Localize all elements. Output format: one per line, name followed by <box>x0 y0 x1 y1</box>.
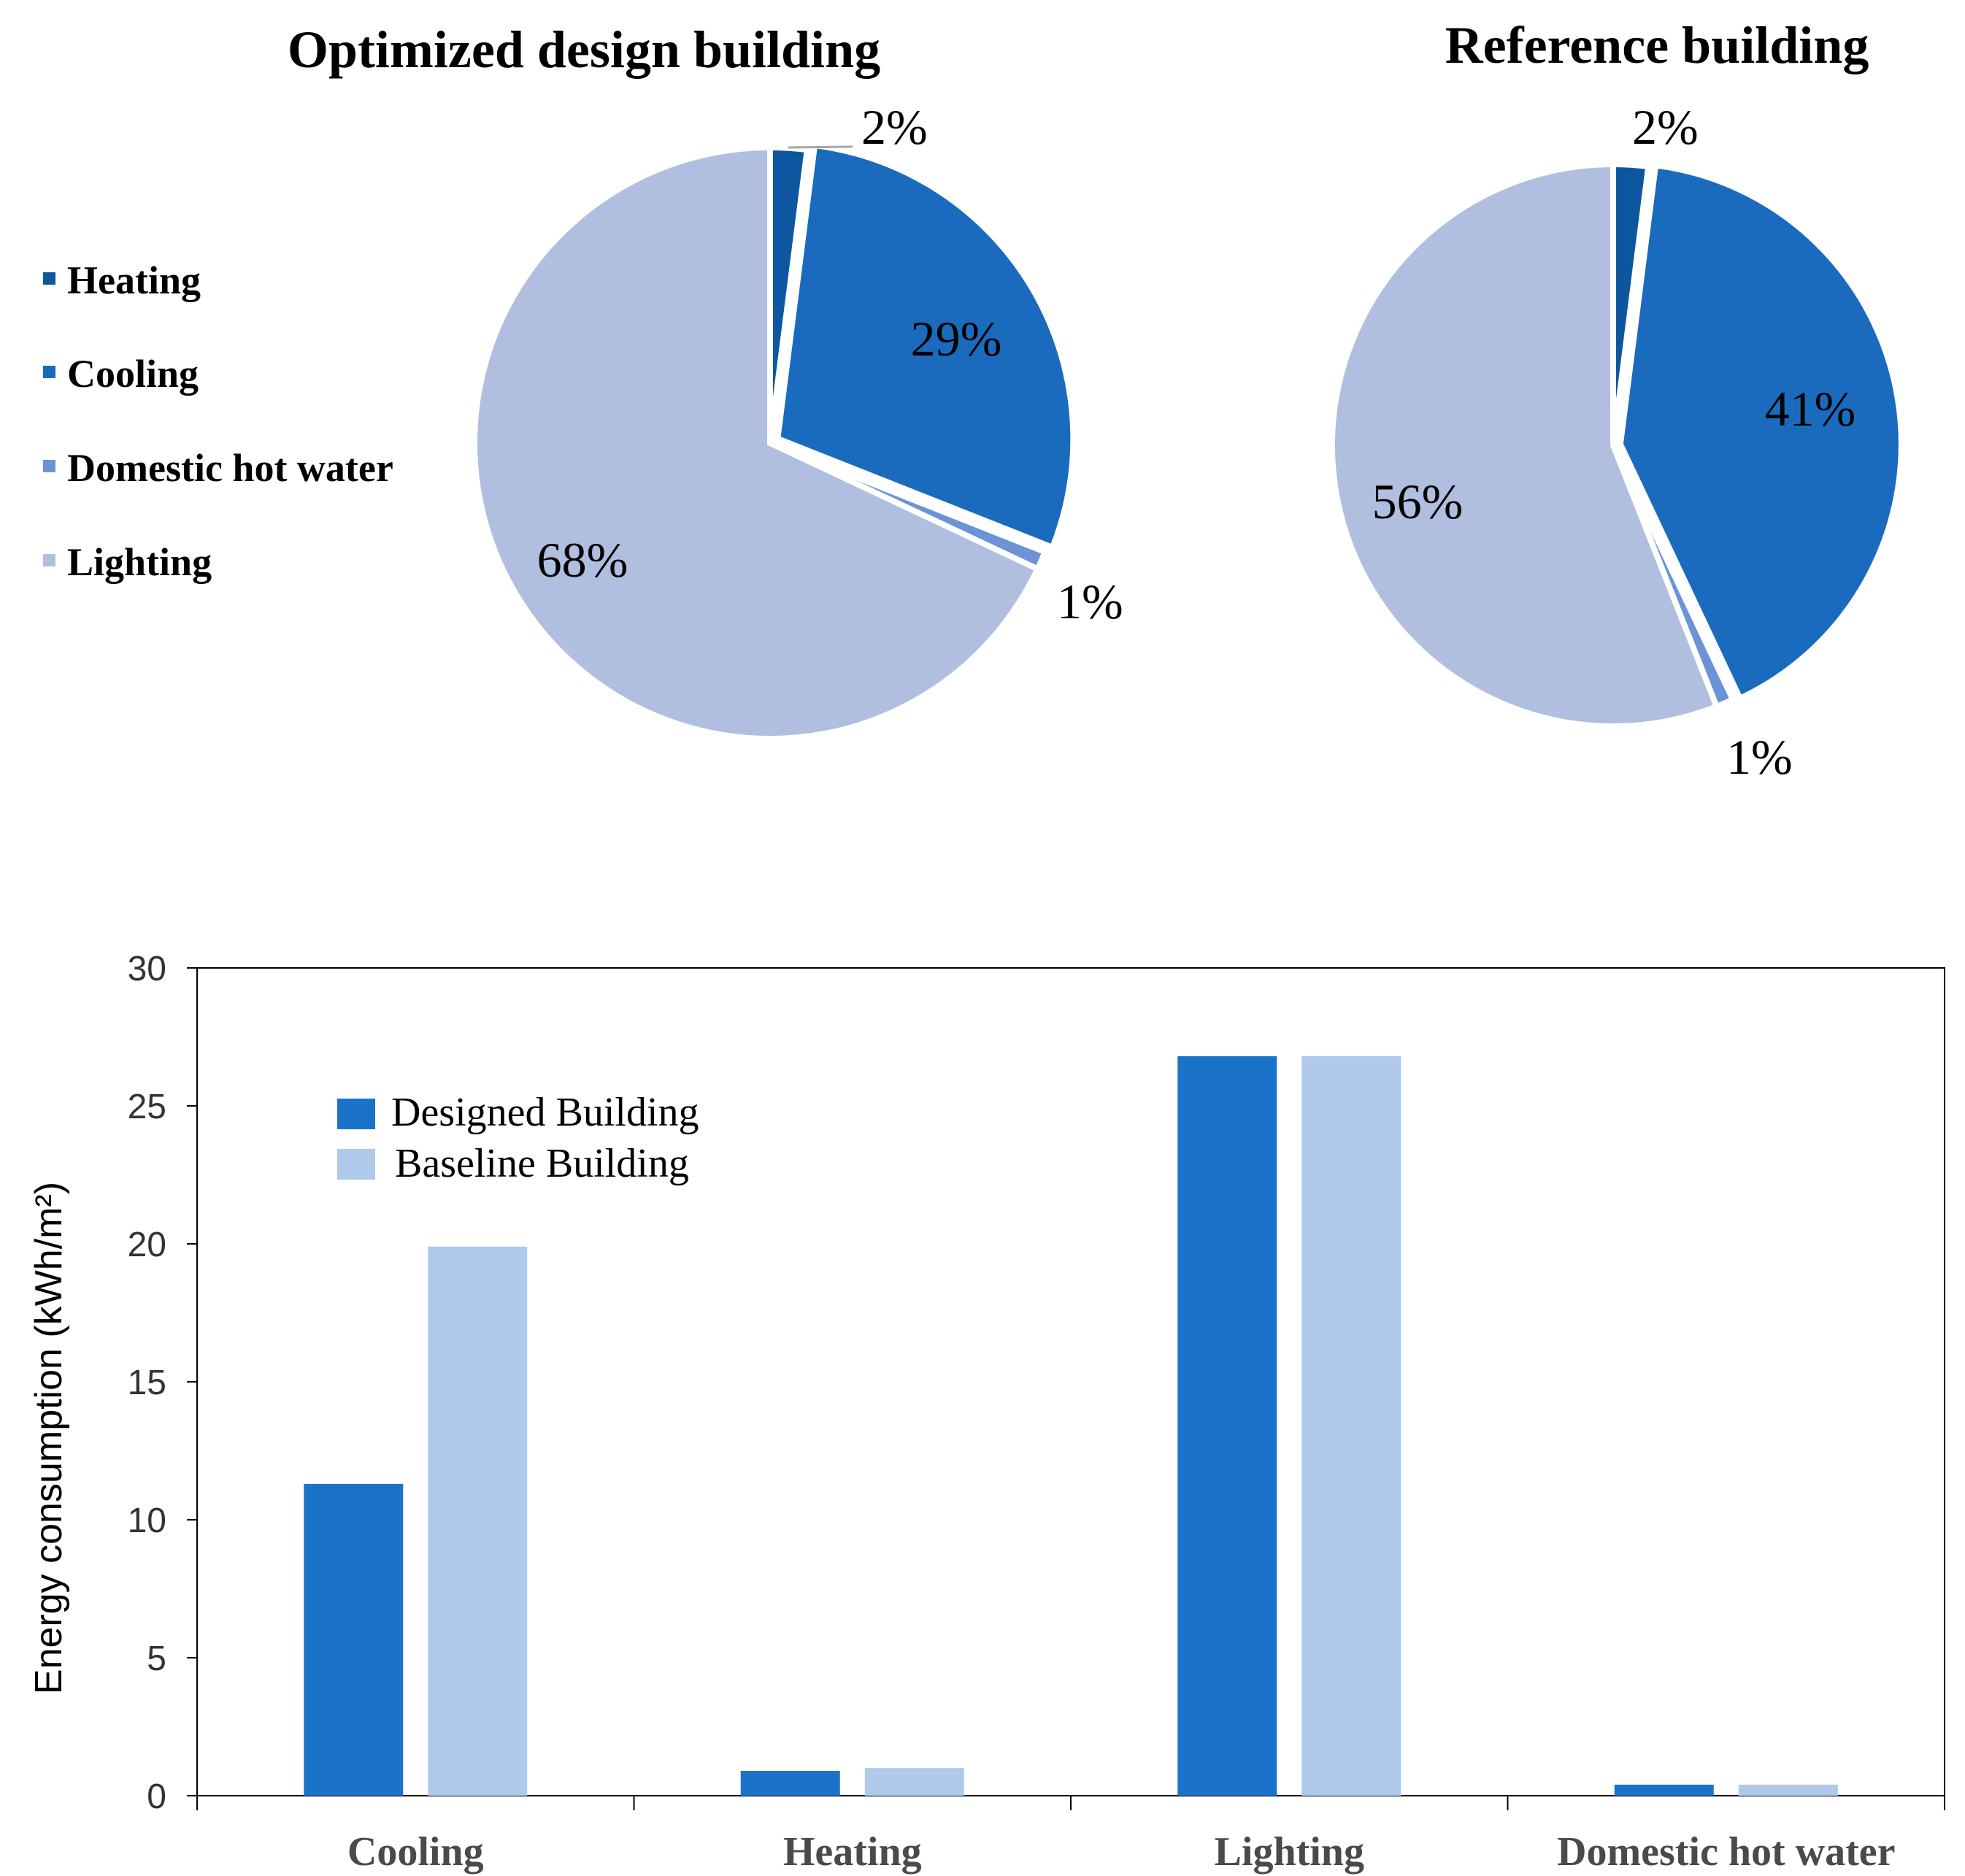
pie-title-reference: Reference building <box>1445 16 1869 74</box>
bar-designed-building-cooling <box>304 1483 404 1796</box>
legend-label-lighting: Lighting <box>67 540 212 584</box>
pie-label-domestic-hot-water: 1% <box>1057 574 1123 629</box>
bar-baseline-building-domestic-hot-water <box>1738 1784 1838 1796</box>
bar-baseline-building-heating <box>864 1768 964 1796</box>
pie-label-heating: 2% <box>861 99 928 155</box>
pie-chart-optimized: Optimized design building 2% 29% 1% 68% <box>288 20 1123 742</box>
bar-chart-axes: 0 5 10 15 20 25 30 <box>128 950 1945 1816</box>
legend-label-domestic-hot-water: Domestic hot water <box>67 446 393 490</box>
x-category-label-domestic-hot-water: Domestic hot water <box>1557 1829 1895 1875</box>
pie-label-heating: 2% <box>1632 99 1699 155</box>
legend-swatch-heating <box>43 272 55 285</box>
y-tick-label: 30 <box>128 950 166 988</box>
x-category-label-cooling: Cooling <box>347 1829 484 1875</box>
bar-legend: Designed Building Baseline Building <box>337 1090 699 1186</box>
legend-label-heating: Heating <box>67 258 201 302</box>
y-tick-label: 5 <box>147 1639 166 1678</box>
pie-slice-lighting <box>1329 161 1720 729</box>
legend-swatch-lighting <box>43 554 55 566</box>
bar-designed-building-lighting <box>1177 1056 1277 1796</box>
pie-legend: Heating Cooling Domestic hot water Light… <box>43 258 393 584</box>
bar-legend-swatch-designed <box>337 1099 375 1129</box>
bar-y-axis-label: Energy consumption (kWh/m²) <box>28 1182 70 1694</box>
bar-chart-category-labels: Cooling Heating Lighting Domestic hot water <box>347 1829 1896 1875</box>
bar-baseline-building-cooling <box>428 1246 528 1796</box>
y-tick-label: 0 <box>147 1777 166 1816</box>
pie-slice-lighting <box>472 144 1042 742</box>
pie-slice-cooling <box>1617 161 1904 703</box>
pie-label-domestic-hot-water: 1% <box>1726 729 1793 785</box>
pie-optimized-labels: 2% 29% 1% 68% <box>537 99 1123 629</box>
bar-chart: 0 5 10 15 20 25 30 Cooling Heating Lighting Domes… <box>28 950 1945 1875</box>
pie-reference-labels: 2% 41% 1% 56% <box>1372 99 1856 785</box>
legend-label-cooling: Cooling <box>67 352 199 396</box>
bar-chart-bars <box>304 1056 1838 1796</box>
pie-reference-slices <box>1329 161 1904 729</box>
bar-baseline-building-lighting <box>1301 1056 1401 1796</box>
bar-designed-building-heating <box>740 1770 840 1796</box>
pie-chart-reference: Reference building 2% 41% 1% 56% <box>1329 16 1904 785</box>
y-tick-label: 15 <box>128 1364 166 1402</box>
pie-label-lighting: 68% <box>537 532 628 588</box>
pie-label-lighting: 56% <box>1372 474 1464 529</box>
legend-swatch-cooling <box>43 366 55 378</box>
x-category-label-lighting: Lighting <box>1215 1829 1364 1875</box>
pie-label-cooling: 29% <box>911 311 1002 366</box>
y-tick-label: 20 <box>128 1226 166 1264</box>
bar-legend-label-baseline: Baseline Building <box>395 1141 689 1186</box>
bar-designed-building-domestic-hot-water <box>1614 1784 1714 1796</box>
bar-legend-swatch-baseline <box>337 1149 375 1180</box>
pie-optimized-slices <box>472 142 1077 742</box>
bar-legend-label-designed: Designed Building <box>391 1090 699 1135</box>
x-category-label-heating: Heating <box>783 1829 922 1875</box>
legend-swatch-domestic-hot-water <box>43 460 55 472</box>
y-tick-label: 10 <box>128 1502 166 1540</box>
pie-slice-cooling <box>774 142 1077 552</box>
y-tick-label: 25 <box>128 1088 166 1126</box>
pie-label-cooling: 41% <box>1765 381 1856 437</box>
pie-title-optimized: Optimized design building <box>288 20 880 79</box>
